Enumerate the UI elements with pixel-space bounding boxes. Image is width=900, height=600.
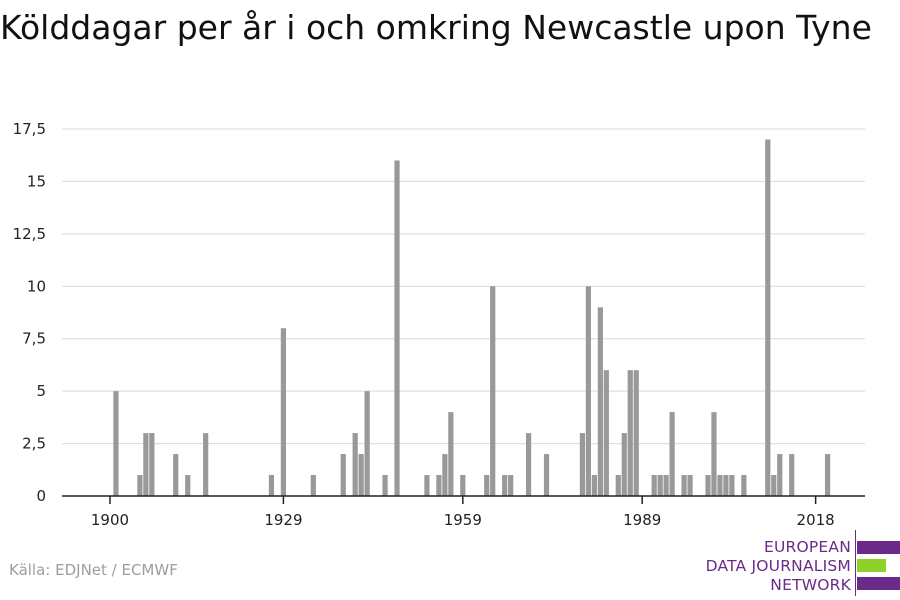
- bar-1996: [681, 475, 687, 496]
- y-tick-label: 10: [27, 277, 46, 295]
- bar-1953: [424, 475, 430, 496]
- bar-1963: [484, 475, 490, 496]
- x-tick-label: 1959: [444, 511, 482, 529]
- y-tick-label: 2,5: [22, 435, 46, 453]
- bar-1993: [663, 475, 669, 496]
- bar-1929: [280, 328, 287, 496]
- bar-1946: [382, 475, 388, 496]
- bar-2020: [824, 454, 831, 496]
- x-tick-label: 1929: [264, 511, 302, 529]
- bar-1959: [460, 475, 466, 496]
- bar-1916: [203, 433, 209, 496]
- bar-1994: [669, 412, 675, 496]
- bars: [113, 139, 831, 497]
- bar-2004: [729, 475, 735, 496]
- bar-2014: [789, 454, 795, 496]
- bar-2010: [765, 139, 771, 497]
- bar-1942: [358, 454, 364, 496]
- bar-1985: [615, 475, 621, 496]
- bar-1981: [591, 475, 597, 496]
- bar-1970: [525, 433, 532, 496]
- y-tick-label: 5: [36, 382, 46, 400]
- bar-1939: [340, 454, 346, 496]
- y-tick-label: 7,5: [22, 330, 46, 348]
- bar-1997: [687, 475, 693, 496]
- bar-1987: [627, 370, 633, 496]
- chart-title: Kölddagar per år i och omkring Newcastle…: [0, 8, 872, 47]
- y-axis-ticks: 0 2,5 5 7,5 10 12,5 15 17,5: [13, 120, 46, 505]
- y-tick-label: 15: [27, 172, 46, 190]
- bar-1983: [603, 370, 609, 496]
- bar-1973: [543, 454, 550, 496]
- gridlines: [62, 128, 865, 445]
- bar-1948: [394, 160, 400, 496]
- bar-1943: [364, 391, 370, 496]
- source-note: Källa: EDJNet / ECMWF: [9, 561, 178, 579]
- bar-2000: [705, 475, 711, 496]
- bar-1982: [597, 307, 603, 496]
- bar-1980: [585, 286, 591, 496]
- x-tick-label: 2018: [797, 511, 835, 529]
- x-tick-label: 1989: [623, 511, 661, 529]
- bar-1913: [185, 475, 191, 496]
- bar-1988: [633, 370, 639, 496]
- bar-1955: [436, 475, 442, 496]
- bar-1907: [149, 433, 155, 496]
- bar-1905: [137, 475, 143, 496]
- bar-2003: [723, 475, 729, 496]
- bar-1901: [113, 391, 119, 496]
- bar-1992: [657, 475, 663, 496]
- bar-1986: [621, 433, 627, 496]
- bar-1967: [508, 475, 514, 496]
- bar-1911: [173, 454, 179, 496]
- y-tick-label: 12,5: [13, 225, 46, 243]
- bar-2006: [741, 475, 747, 496]
- bar-1966: [502, 475, 508, 496]
- bar-1979: [579, 433, 586, 496]
- bar-2011: [771, 475, 777, 496]
- bar-2002: [717, 475, 723, 496]
- bar-1934: [310, 475, 316, 496]
- bar-1941: [352, 433, 358, 496]
- bar-1956: [442, 454, 448, 496]
- x-axis-ticks: 1900 1929 1959 1989 2018: [91, 496, 835, 529]
- bar-2012: [777, 454, 783, 496]
- bar-1957: [448, 412, 454, 496]
- y-tick-label: 0: [36, 487, 46, 505]
- x-tick-label: 1900: [91, 511, 129, 529]
- bar-1964: [490, 286, 496, 496]
- bar-2001: [711, 412, 717, 496]
- bar-1991: [651, 475, 657, 496]
- bar-1927: [268, 475, 275, 496]
- y-tick-label: 17,5: [13, 120, 46, 138]
- bar-1906: [143, 433, 149, 496]
